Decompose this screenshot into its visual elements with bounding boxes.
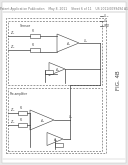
Bar	[30, 34, 40, 38]
Text: $Z_1$: $Z_1$	[10, 29, 15, 37]
Bar	[30, 48, 40, 52]
Text: $V_{SS}$: $V_{SS}$	[103, 17, 109, 25]
Text: $A_3$: $A_3$	[40, 117, 45, 125]
Bar	[45, 70, 53, 74]
Text: $V_{o2}$: $V_{o2}$	[68, 113, 74, 121]
Text: $V_{DD}$: $V_{DD}$	[103, 12, 109, 20]
Text: Pre-amplifier: Pre-amplifier	[10, 92, 28, 96]
Text: Patent Application Publication    May 8, 2011    Sheet 6 of 11    US 2011/009949: Patent Application Publication May 8, 20…	[0, 7, 128, 11]
Polygon shape	[47, 132, 63, 146]
Bar	[18, 111, 27, 115]
Polygon shape	[49, 63, 65, 76]
Bar	[18, 123, 27, 127]
Text: Sensor: Sensor	[20, 24, 31, 28]
Bar	[8, 21, 102, 85]
Text: $A_2$: $A_2$	[55, 66, 60, 74]
Polygon shape	[57, 34, 79, 52]
Text: $A_4$: $A_4$	[53, 136, 58, 144]
Bar	[6, 18, 106, 153]
Polygon shape	[30, 110, 54, 130]
Text: $GND$: $GND$	[103, 22, 111, 29]
Text: $R_1$: $R_1$	[31, 27, 36, 35]
Text: $Z_2$: $Z_2$	[10, 43, 15, 51]
Text: FIG. 4B: FIG. 4B	[116, 70, 121, 90]
Text: $V_{o1}$: $V_{o1}$	[83, 37, 89, 45]
Text: $A_1$: $A_1$	[66, 40, 71, 48]
Bar	[55, 143, 63, 147]
Text: $R_3$: $R_3$	[19, 104, 24, 112]
Text: $R_2$: $R_2$	[31, 41, 36, 49]
Text: $Z_4$: $Z_4$	[10, 118, 16, 126]
Text: $Z_3$: $Z_3$	[10, 106, 16, 114]
Text: $R_4$: $R_4$	[19, 116, 24, 124]
Bar	[8, 88, 102, 151]
